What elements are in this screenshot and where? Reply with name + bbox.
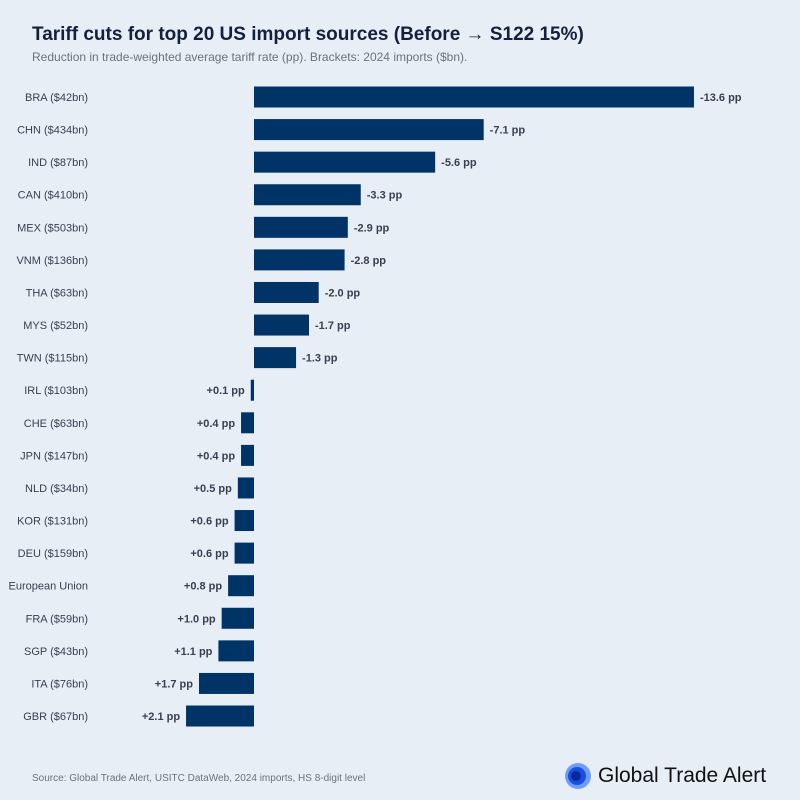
category-label: GBR ($67bn) [23,711,88,723]
bar [254,347,297,369]
bar [218,640,254,662]
source-note: Source: Global Trade Alert, USITC DataWe… [32,773,366,784]
bar [254,216,348,238]
category-label: BRA ($42bn) [25,92,88,104]
bar [186,705,254,727]
category-label: KOR ($131bn) [17,516,88,528]
logo-text: Global Trade Alert [598,764,767,787]
bar [250,379,254,401]
bar [254,314,309,336]
bar [228,575,254,597]
data-label: -1.7 pp [315,320,351,332]
category-label: THA ($63bn) [26,287,88,299]
data-label: +2.1 pp [142,711,180,723]
bar [254,86,694,108]
data-label: +0.4 pp [197,450,235,462]
bar [254,184,361,206]
bar-chart: BRA ($42bn) -13.6 pp CHN ($434bn) -7.1 pp IN… [8,86,742,727]
category-label: FRA ($59bn) [26,613,88,625]
bar [254,119,484,141]
bar [237,477,254,499]
bar [241,412,254,434]
category-label: MYS ($52bn) [23,320,88,332]
chart-subtitle: Reduction in trade-weighted average tari… [32,50,468,64]
category-label: CHE ($63bn) [24,418,88,430]
logo: Global Trade Alert [564,762,766,790]
data-label: -5.6 pp [441,157,477,169]
chart-title: Tariff cuts for top 20 US import sources… [32,24,584,45]
bar [199,672,254,694]
bar [254,281,319,303]
data-label: +0.1 pp [207,385,245,397]
bar [254,151,436,173]
globe-logo-icon [565,763,591,789]
category-label: CAN ($410bn) [18,190,88,202]
category-label: JPN ($147bn) [20,450,88,462]
category-label: European Union [8,581,88,593]
data-label: +0.6 pp [190,548,228,560]
category-label: CHN ($434bn) [17,125,88,137]
data-label: -1.3 pp [302,353,338,365]
data-label: -3.3 pp [367,190,403,202]
data-label: +0.5 pp [194,483,232,495]
bar [241,444,254,466]
category-label: ITA ($76bn) [31,678,88,690]
bar [234,510,254,532]
bar [221,607,254,629]
category-label: NLD ($34bn) [25,483,88,495]
category-label: TWN ($115bn) [17,353,88,365]
data-label: +1.1 pp [174,646,212,658]
data-label: -2.0 pp [325,287,361,299]
category-label: VNM ($136bn) [16,255,88,267]
data-label: -2.8 pp [351,255,387,267]
data-label: +1.0 pp [177,613,215,625]
data-label: +0.4 pp [197,418,235,430]
category-label: IRL ($103bn) [24,385,88,397]
data-label: -2.9 pp [354,222,390,234]
data-label: +1.7 pp [155,678,193,690]
category-label: DEU ($159bn) [18,548,88,560]
data-label: -7.1 pp [490,125,526,137]
category-label: SGP ($43bn) [24,646,88,658]
data-label: +0.8 pp [184,581,222,593]
bar [254,249,345,271]
bar [234,542,254,564]
data-label: +0.6 pp [190,516,228,528]
data-label: -13.6 pp [700,92,742,104]
category-label: MEX ($503bn) [17,222,88,234]
category-label: IND ($87bn) [28,157,88,169]
